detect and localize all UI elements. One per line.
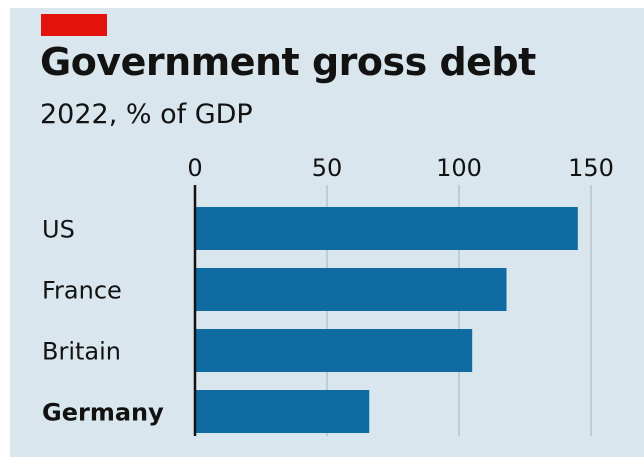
bar-germany [195,390,370,433]
x-tick-label-50: 50 [312,154,343,182]
category-label-britain: Britain [42,338,121,366]
bar-britain [195,329,473,372]
category-label-france: France [42,277,122,305]
brand-tag [41,14,107,36]
x-tick-label-0: 0 [187,154,202,182]
bar-us [195,207,578,250]
x-tick-label-100: 100 [436,154,482,182]
bar-france [195,268,507,311]
chart-subtitle: 2022, % of GDP [40,99,253,130]
chart-title: Government gross debt [40,40,536,84]
category-label-us: US [42,216,75,244]
category-label-germany: Germany [42,399,164,427]
x-tick-label-150: 150 [568,154,614,182]
